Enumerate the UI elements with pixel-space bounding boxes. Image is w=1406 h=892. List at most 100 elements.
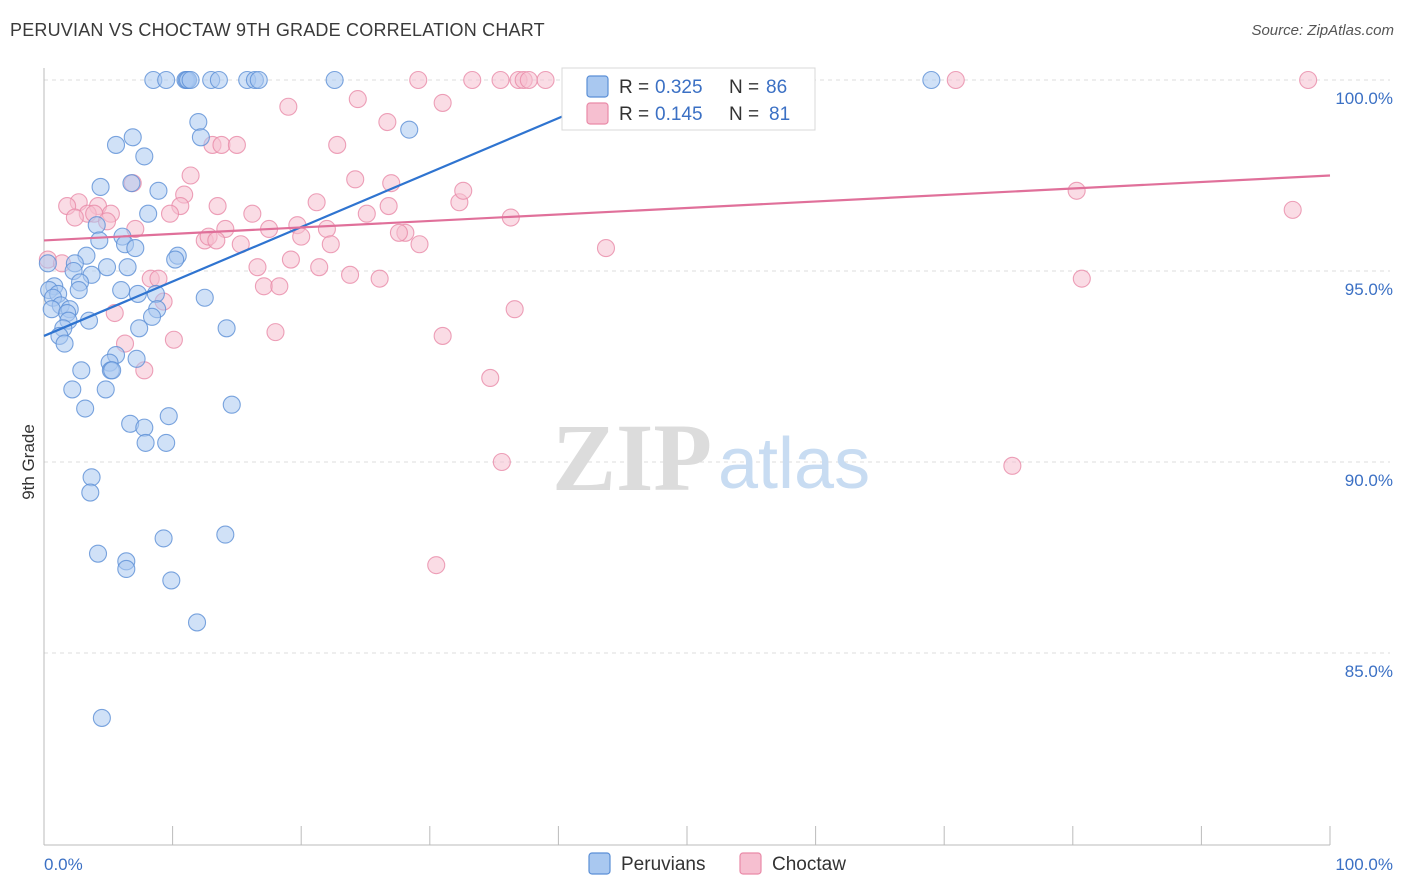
point-choctaw-19 [346,170,365,189]
point-peruvian-7 [209,70,228,90]
series-peruvian [38,70,941,727]
point-choctaw-14 [212,135,231,154]
point-peruvian-18 [400,120,419,139]
point-choctaw-62 [341,265,360,284]
point-choctaw-38 [65,208,84,227]
point-peruvian-70 [159,407,178,426]
legend-n-label-1: N = [729,77,759,98]
point-peruvian-65 [103,361,122,380]
point-choctaw-10 [279,97,298,116]
trendlines [43,78,1331,337]
point-peruvian-56 [130,319,149,338]
point-peruvian-61 [127,349,146,368]
point-peruvian-14 [191,128,210,147]
point-choctaw-0 [409,70,428,90]
point-choctaw-7 [946,70,965,90]
legend-box: R = 0.325 N = 86 R = 0.145 N = 81 [561,67,816,131]
point-peruvian-59 [55,334,74,353]
point-choctaw-22 [307,193,326,212]
y-tick-label-95: 95.0% [1345,280,1393,299]
legend-r-label-1: R = [619,77,649,98]
legend-swatch-peruvian [586,75,609,98]
point-choctaw-16 [328,135,347,154]
point-peruvian-5 [181,70,200,90]
point-choctaw-65 [370,269,389,288]
trendline-peruvian [43,78,649,337]
point-peruvian-81 [216,525,235,544]
point-peruvian-77 [88,544,108,563]
watermark-atlas: atlas [718,424,870,504]
legend-r-value-2: 0.145 [655,104,703,125]
point-choctaw-73 [164,330,183,349]
point-choctaw-56 [596,239,616,258]
point-peruvian-34 [118,258,137,277]
chart-title: PERUVIAN VS CHOCTAW 9TH GRADE CORRELATIO… [10,20,545,40]
series-choctaw [38,70,1318,575]
legend-swatch-choctaw [586,102,609,125]
point-choctaw-6 [536,70,555,90]
source-label: Source: ZipAtlas.com [1251,22,1394,39]
point-choctaw-60 [248,258,267,277]
trendline-choctaw [43,174,1331,242]
point-choctaw-5 [519,70,538,90]
point-peruvian-23 [87,216,106,235]
point-peruvian-20 [122,174,141,193]
point-choctaw-1 [463,70,482,90]
legend-n-value-1: 86 [766,77,787,98]
point-choctaw-9 [433,93,452,112]
legend-n-label-2: N = [729,104,759,125]
point-choctaw-51 [207,231,226,250]
point-choctaw-45 [317,219,336,239]
point-peruvian-11 [325,70,344,90]
point-peruvian-10 [249,70,268,90]
point-peruvian-12 [922,70,941,90]
point-peruvian-48 [42,300,61,319]
point-peruvian-41 [112,281,131,300]
point-peruvian-21 [149,181,168,200]
point-peruvian-83 [187,613,207,632]
point-choctaw-24 [454,181,473,200]
point-peruvian-15 [123,128,142,147]
point-peruvian-79 [117,559,136,579]
point-choctaw-54 [321,235,340,254]
point-choctaw-66 [1072,269,1091,288]
point-choctaw-48 [389,223,408,242]
bottom-legend-label-choctaw: Choctaw [772,854,846,875]
watermark-zip: ZIP [552,404,712,511]
point-peruvian-52 [142,307,162,326]
point-choctaw-78 [492,452,511,472]
point-peruvian-19 [91,177,110,197]
point-choctaw-25 [1067,181,1086,200]
point-choctaw-77 [481,368,500,388]
point-peruvian-40 [69,281,88,300]
point-peruvian-17 [135,147,154,166]
y-axis-title: 9th Grade [19,424,38,500]
y-tick-label-85: 85.0% [1345,662,1393,681]
legend-r-value-1: 0.325 [655,77,703,98]
point-choctaw-37 [379,197,398,216]
y-tick-labels: 85.0% 90.0% 95.0% 100.0% [1335,89,1393,681]
point-peruvian-57 [217,319,236,338]
point-peruvian-80 [154,529,173,548]
point-peruvian-73 [136,433,155,452]
x-axis-ticks [43,826,1331,845]
bottom-legend-label-peruvians: Peruvians [621,854,706,875]
point-peruvian-25 [90,231,109,250]
point-peruvian-30 [166,250,185,269]
point-peruvian-72 [135,418,154,437]
point-choctaw-55 [410,235,429,254]
point-choctaw-61 [310,258,329,277]
bottom-legend: Peruvians Choctaw [588,852,846,875]
point-peruvian-27 [126,239,145,258]
point-choctaw-11 [348,90,367,109]
point-choctaw-79 [1003,456,1022,475]
point-peruvian-68 [222,395,241,414]
point-peruvian-31 [38,254,57,273]
point-choctaw-39 [160,204,180,223]
point-peruvian-33 [97,258,117,277]
bottom-legend-swatch-choctaw [739,852,762,875]
point-peruvian-13 [189,112,208,132]
y-tick-label-100: 100.0% [1335,89,1393,108]
point-peruvian-69 [76,399,95,418]
